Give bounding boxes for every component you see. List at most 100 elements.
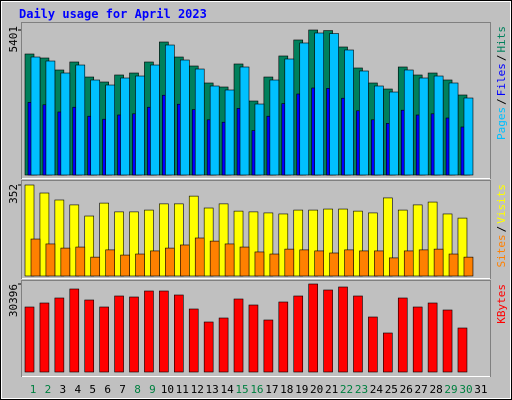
legend-entry: Sites bbox=[495, 234, 508, 267]
legend-entry: Visits bbox=[495, 184, 508, 224]
bar bbox=[359, 70, 369, 176]
bar bbox=[254, 103, 265, 176]
y-tick-label: 30396 bbox=[7, 284, 20, 317]
bar bbox=[159, 203, 169, 277]
x-tick-label: 16 bbox=[250, 383, 263, 396]
bar bbox=[144, 290, 154, 373]
bar bbox=[24, 306, 35, 373]
bar bbox=[188, 195, 199, 277]
bar bbox=[374, 250, 384, 277]
bar bbox=[90, 256, 101, 277]
bar bbox=[418, 249, 429, 277]
x-tick-label: 20 bbox=[310, 383, 323, 396]
x-tick-label: 10 bbox=[161, 383, 174, 396]
bar bbox=[442, 213, 453, 277]
x-tick-label: 30 bbox=[459, 383, 472, 396]
bar bbox=[299, 42, 310, 176]
bar bbox=[278, 213, 289, 277]
x-tick-label: 17 bbox=[265, 383, 278, 396]
legend-entry: Hits bbox=[495, 26, 508, 53]
bar bbox=[457, 217, 468, 277]
bar bbox=[457, 327, 468, 373]
bar bbox=[224, 243, 235, 277]
bar bbox=[45, 243, 56, 277]
x-tick-label: 15 bbox=[235, 383, 248, 396]
bar bbox=[323, 208, 333, 277]
bar bbox=[84, 215, 95, 277]
bar bbox=[90, 79, 101, 176]
bar bbox=[239, 246, 250, 277]
bar bbox=[323, 289, 333, 373]
bar bbox=[75, 64, 86, 176]
bar bbox=[209, 85, 220, 176]
x-tick-label: 23 bbox=[355, 383, 368, 396]
bar bbox=[344, 49, 354, 176]
bar bbox=[129, 296, 139, 373]
x-tick-label: 26 bbox=[400, 383, 413, 396]
legend-separator: / bbox=[495, 55, 508, 62]
bar bbox=[30, 56, 41, 176]
bar bbox=[263, 212, 274, 277]
legend-entry: Files bbox=[495, 63, 508, 96]
bar bbox=[344, 249, 354, 277]
bar bbox=[299, 249, 310, 277]
bar bbox=[174, 294, 184, 373]
bar bbox=[442, 309, 453, 373]
x-tick-label: 13 bbox=[206, 383, 219, 396]
bar bbox=[60, 247, 71, 277]
bar bbox=[239, 66, 250, 176]
bar bbox=[194, 237, 205, 277]
x-tick-label: 22 bbox=[340, 383, 353, 396]
legend-entry: Pages bbox=[495, 107, 508, 140]
bar bbox=[194, 68, 205, 176]
bar bbox=[120, 254, 130, 277]
bar bbox=[329, 33, 339, 176]
bar bbox=[150, 64, 160, 176]
bar bbox=[159, 290, 169, 373]
legend: Sites/ Visits bbox=[495, 184, 508, 268]
bar bbox=[174, 203, 184, 277]
bar bbox=[165, 44, 175, 176]
y-tick-label: 5401 bbox=[7, 26, 20, 53]
bar bbox=[374, 85, 384, 176]
bar bbox=[224, 89, 235, 176]
bar bbox=[188, 308, 199, 373]
bar bbox=[203, 321, 214, 373]
x-tick-label: 6 bbox=[104, 383, 111, 396]
bar bbox=[269, 79, 280, 176]
bar bbox=[105, 84, 115, 176]
bar bbox=[433, 248, 444, 277]
bar bbox=[368, 316, 378, 373]
x-tick-label: 2 bbox=[45, 383, 52, 396]
legend-separator: / bbox=[495, 226, 508, 233]
bar bbox=[412, 306, 423, 373]
bar bbox=[114, 211, 124, 277]
bar bbox=[150, 250, 160, 277]
bar bbox=[338, 208, 348, 277]
bar bbox=[135, 75, 145, 176]
y-tick-label: 352 bbox=[7, 184, 20, 204]
bar bbox=[39, 302, 50, 373]
bar bbox=[389, 257, 399, 277]
bar bbox=[433, 75, 444, 176]
bar bbox=[54, 297, 65, 373]
bar bbox=[389, 91, 399, 176]
bar bbox=[99, 202, 109, 277]
bar bbox=[69, 204, 80, 277]
bar bbox=[263, 319, 274, 373]
x-tick-label: 25 bbox=[385, 383, 398, 396]
x-tick-label: 9 bbox=[149, 383, 156, 396]
x-tick-label: 28 bbox=[429, 383, 442, 396]
bar bbox=[54, 199, 65, 277]
bar bbox=[293, 295, 304, 373]
chart-title: Daily usage for April 2023 bbox=[19, 7, 207, 21]
bar bbox=[314, 32, 324, 176]
bar bbox=[129, 211, 139, 277]
bar bbox=[284, 248, 295, 277]
bar bbox=[180, 244, 190, 277]
x-tick-label: 21 bbox=[325, 383, 338, 396]
bar bbox=[218, 203, 229, 277]
bar bbox=[144, 209, 154, 277]
